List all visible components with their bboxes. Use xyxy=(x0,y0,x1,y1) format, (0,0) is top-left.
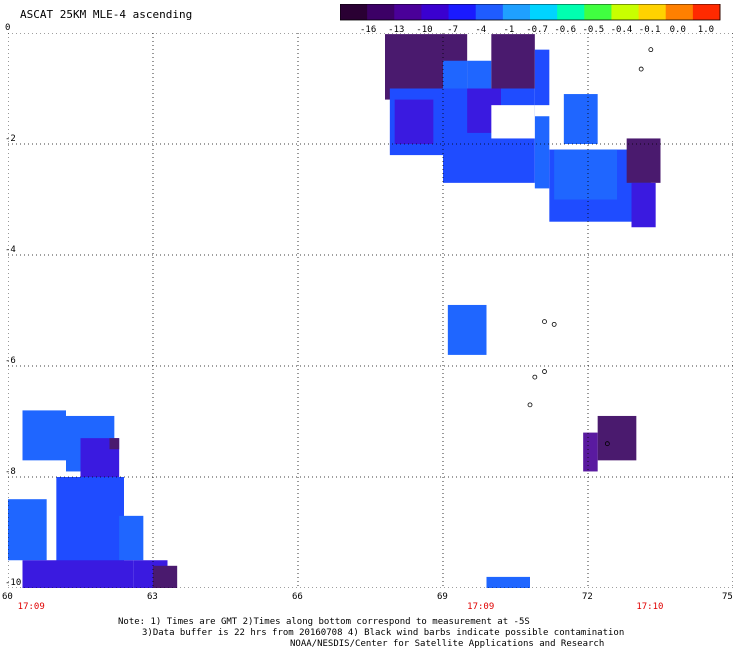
colorbar-segment xyxy=(421,4,450,20)
swath-cell xyxy=(8,499,47,561)
x-tick-label: 63 xyxy=(147,592,158,602)
island-outline xyxy=(532,374,538,380)
island-outline xyxy=(542,369,547,374)
colorbar-segment xyxy=(340,4,368,20)
swath-cell xyxy=(486,576,530,588)
colorbar-segment xyxy=(530,4,558,20)
colorbar-segment xyxy=(611,4,640,20)
colorbar-segment xyxy=(665,4,694,20)
swath-cell xyxy=(534,116,550,189)
island-outline xyxy=(527,402,533,408)
footer-note-2: 3)Data buffer is 22 hrs from 20160708 4)… xyxy=(142,628,625,638)
y-tick-label: -6 xyxy=(5,356,16,366)
colorbar-segment xyxy=(692,4,721,20)
swath-cell xyxy=(22,410,66,461)
swath-cell xyxy=(554,149,617,200)
island-outline xyxy=(604,441,610,447)
island-outline xyxy=(648,47,654,53)
colorbar-label: -1 xyxy=(503,25,514,34)
y-tick-label: -8 xyxy=(5,467,16,477)
colorbar-segment xyxy=(475,4,504,20)
colorbar-label: -7 xyxy=(447,25,458,34)
x-tick-label: 72 xyxy=(582,592,593,602)
swath-cell xyxy=(583,432,598,472)
colorbar-label: -0.6 xyxy=(554,25,576,34)
colorbar-segment xyxy=(638,4,667,20)
colorbar-label: -0.7 xyxy=(526,25,548,34)
colorbar-label: 1.0 xyxy=(698,25,714,34)
swath-cell xyxy=(534,49,550,106)
y-tick-label: -2 xyxy=(5,134,16,144)
colorbar: -16 -13 -10 -7 -4 -1 -0.7 -0.6 -0.5 -0.4 -0.1 0.0 1.… xyxy=(340,4,721,34)
y-tick-label: 0 xyxy=(5,23,11,33)
time-label: 17:10 xyxy=(636,602,664,612)
swath-cell xyxy=(447,304,487,355)
map-plot xyxy=(8,33,733,588)
swath-cell xyxy=(22,560,134,588)
swath-cell xyxy=(394,99,434,144)
colorbar-segment xyxy=(502,4,531,20)
colorbar-label: -16 xyxy=(360,25,376,34)
y-tick-label: -10 xyxy=(5,578,22,588)
swath-cell xyxy=(109,438,120,450)
colorbar-segment xyxy=(584,4,612,20)
colorbar-label: 0.0 xyxy=(670,25,686,34)
y-tick-label: -4 xyxy=(5,245,16,255)
swath-cell xyxy=(443,60,468,89)
island-outline xyxy=(638,66,644,72)
swath-cell xyxy=(597,415,637,461)
colorbar-label: -4 xyxy=(475,25,486,34)
colorbar-label: -10 xyxy=(416,25,432,34)
colorbar-label: -0.4 xyxy=(611,25,633,34)
swath-cell xyxy=(491,34,535,89)
time-label: 17:09 xyxy=(17,602,45,612)
swath-cell xyxy=(153,565,178,588)
colorbar-segment xyxy=(557,4,585,20)
swath-cell xyxy=(626,138,661,183)
colorbar-segment xyxy=(448,4,477,20)
colorbar-label: -13 xyxy=(388,25,404,34)
x-tick-label: 75 xyxy=(722,592,733,602)
swath-cell xyxy=(56,477,125,566)
footer-note-1: Note: 1) Times are GMT 2)Times along bot… xyxy=(118,617,530,627)
island-outline xyxy=(542,319,547,325)
swath-cell xyxy=(563,94,598,144)
x-tick-label: 69 xyxy=(437,592,448,602)
swath-cell xyxy=(491,105,535,139)
colorbar-segment xyxy=(367,4,395,20)
swath-cell xyxy=(631,182,656,228)
colorbar-label: -0.5 xyxy=(582,25,604,34)
swath-cell xyxy=(119,515,144,561)
time-label: 17:09 xyxy=(467,602,495,612)
footer-note-3: NOAA/NESDIS/Center for Satellite Applica… xyxy=(290,639,605,649)
x-tick-label: 60 xyxy=(2,592,13,602)
x-tick-label: 66 xyxy=(292,592,303,602)
colorbar-label: -0.1 xyxy=(639,25,661,34)
island-outline xyxy=(551,321,557,327)
colorbar-segment xyxy=(394,4,422,20)
chart-title: ASCAT 25KM MLE-4 ascending xyxy=(20,8,193,21)
